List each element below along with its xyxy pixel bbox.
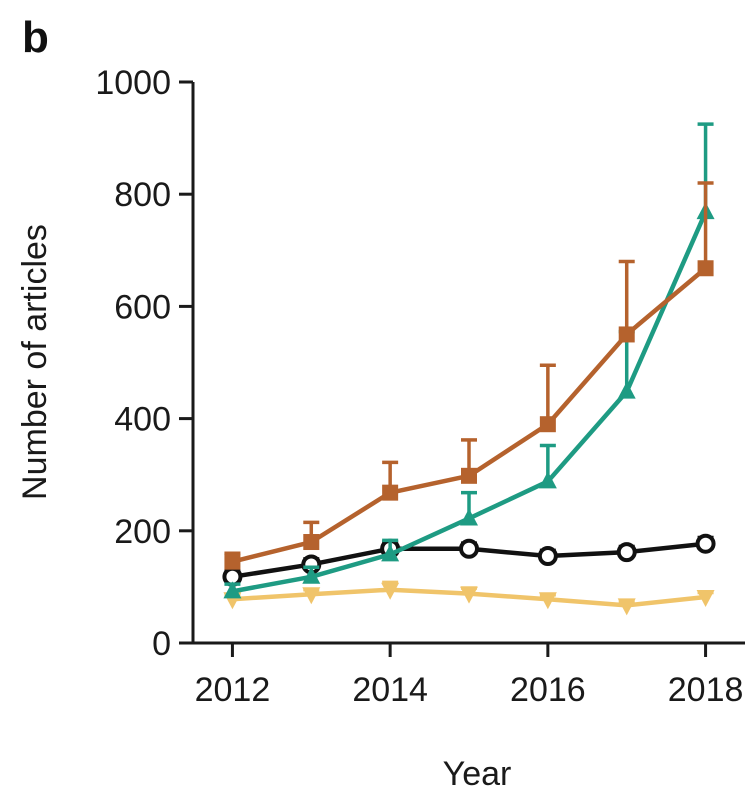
y-axis-label: Number of articles xyxy=(16,224,54,500)
data-point xyxy=(381,582,400,600)
data-point xyxy=(223,581,242,599)
axes: 0 200 400 600 800 1000 2012 2014 2016 2018 xyxy=(95,64,745,709)
data-point xyxy=(539,416,556,433)
x-tick-label: 2014 xyxy=(352,671,428,709)
y-tick-label: 1000 xyxy=(95,64,171,102)
y-tick-label: 200 xyxy=(114,513,171,551)
series-layer xyxy=(222,122,716,616)
y-tick-label: 600 xyxy=(114,288,171,326)
data-point xyxy=(538,592,557,610)
data-point xyxy=(461,467,477,484)
data-point xyxy=(302,566,321,584)
data-point xyxy=(616,542,637,563)
data-point xyxy=(696,589,715,607)
data-point xyxy=(303,534,320,551)
series-square xyxy=(224,181,714,570)
y-tick-label: 400 xyxy=(114,401,171,439)
data-point xyxy=(618,326,635,343)
series-triangle-up xyxy=(223,122,715,599)
data-point xyxy=(697,260,714,277)
x-axis-label: Year xyxy=(443,755,512,793)
x-tick-label: 2012 xyxy=(195,671,271,709)
data-point xyxy=(617,598,636,616)
data-point xyxy=(695,533,716,554)
data-point xyxy=(302,587,321,605)
data-point xyxy=(538,471,557,489)
data-point xyxy=(224,553,241,570)
data-point xyxy=(537,546,558,567)
data-point xyxy=(382,484,399,501)
y-tick-label: 0 xyxy=(152,625,171,663)
data-point xyxy=(459,538,479,559)
x-tick-label: 2016 xyxy=(510,671,586,709)
panel-label: b xyxy=(22,13,49,62)
data-point xyxy=(460,508,478,526)
data-point xyxy=(381,544,400,562)
series-triangle-down xyxy=(223,580,715,616)
data-point xyxy=(460,586,478,604)
data-point xyxy=(617,381,636,399)
y-tick-label: 800 xyxy=(114,176,171,214)
x-tick-label: 2018 xyxy=(668,671,744,709)
